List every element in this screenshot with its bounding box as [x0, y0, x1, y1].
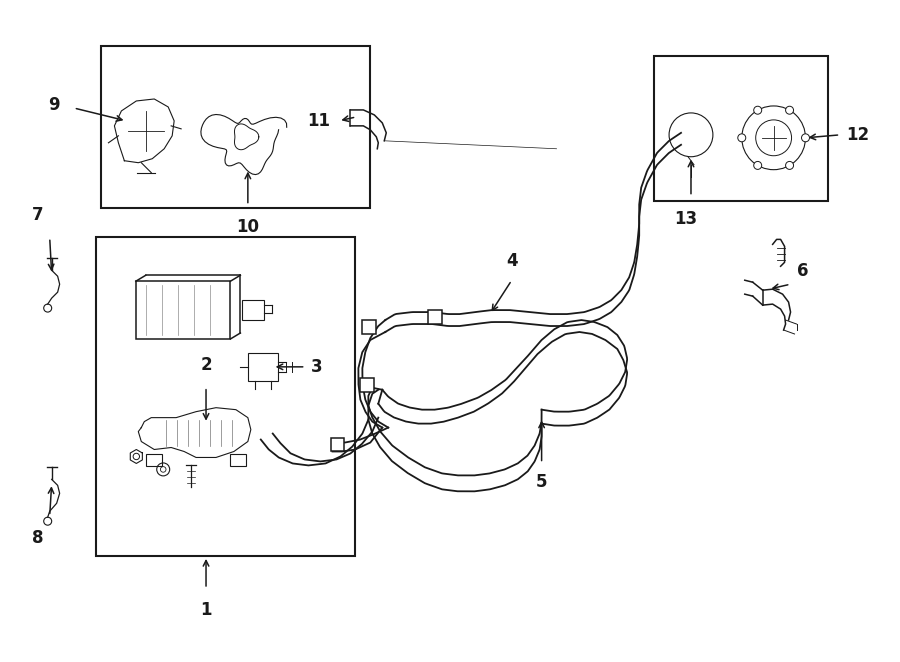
Bar: [102, 46, 370, 207]
Bar: [330, 438, 345, 451]
Text: 11: 11: [308, 112, 330, 130]
Circle shape: [753, 106, 761, 115]
Bar: [428, 310, 442, 324]
Text: 7: 7: [32, 207, 43, 224]
Bar: [230, 455, 246, 467]
Text: 13: 13: [674, 209, 698, 228]
Circle shape: [802, 134, 809, 142]
Text: 1: 1: [201, 601, 212, 619]
Text: 9: 9: [48, 96, 59, 114]
Bar: [360, 378, 374, 392]
Bar: [248, 353, 278, 381]
Circle shape: [786, 106, 794, 115]
Text: 2: 2: [200, 355, 212, 374]
Bar: [363, 320, 376, 334]
Bar: [147, 455, 162, 467]
Circle shape: [786, 162, 794, 169]
Text: 10: 10: [237, 218, 259, 236]
Text: 6: 6: [796, 262, 808, 280]
Bar: [242, 300, 265, 320]
Circle shape: [738, 134, 746, 142]
Text: 5: 5: [536, 473, 547, 491]
Bar: [136, 281, 230, 339]
Text: 8: 8: [32, 529, 43, 547]
Circle shape: [753, 162, 761, 169]
Text: 12: 12: [846, 126, 869, 144]
Bar: [96, 238, 356, 556]
Text: 4: 4: [506, 252, 518, 270]
Text: 3: 3: [310, 358, 322, 376]
Bar: [654, 56, 828, 201]
